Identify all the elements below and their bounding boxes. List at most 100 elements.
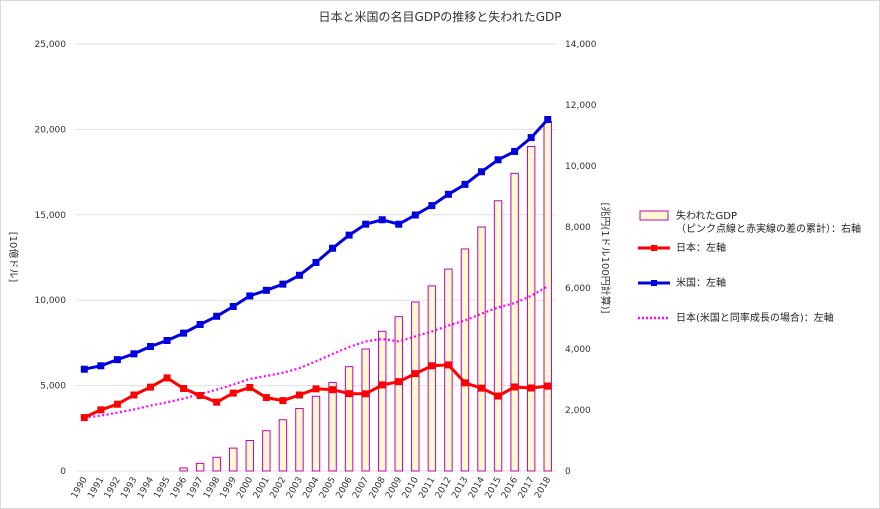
marker-us [229, 303, 237, 311]
legend-label-japan-hypothetical: 日本(米国と同率成長の場合)：左軸 [676, 313, 834, 324]
marker-japan [345, 390, 353, 398]
marker-us [378, 216, 386, 224]
marker-us [411, 211, 419, 219]
marker-japan [461, 379, 469, 387]
marker-us [146, 342, 154, 350]
marker-us [295, 271, 303, 279]
legend-swatch-japan-hypothetical [638, 316, 670, 320]
marker-us [428, 202, 436, 210]
marker-japan [130, 391, 138, 399]
marker-us [494, 156, 502, 164]
bar-lost-gdp [195, 462, 205, 472]
y-right-ticks: 0 2,000 4,000 6,000 8,000 10,000 12,000 14,000 [565, 40, 597, 477]
bar-lost-gdp [411, 301, 420, 472]
series-lines [80, 115, 552, 422]
y-left-tick-label: 0 [60, 467, 66, 477]
legend-swatch-bar [639, 210, 669, 221]
marker-japan [511, 383, 519, 391]
bar-lost-gdp [427, 285, 437, 472]
y-right-tick-label: 10,000 [565, 162, 597, 172]
marker-japan [444, 361, 452, 369]
marker-japan [246, 383, 254, 391]
y-left-tick-label: 10,000 [35, 296, 67, 306]
x-ticks: 1990199119921993199419951996199719981999… [70, 475, 554, 500]
marker-us [163, 337, 171, 345]
marker-japan [362, 390, 370, 398]
bar-lost-gdp [328, 382, 337, 472]
bar-lost-gdp [212, 456, 221, 472]
marker-japan [229, 389, 237, 397]
marker-us [279, 280, 287, 288]
marker-japan [312, 385, 320, 393]
marker-us [362, 220, 370, 228]
marker-us [113, 356, 121, 364]
marker-japan [97, 406, 105, 414]
marker-us [180, 329, 188, 337]
marker-japan [544, 382, 552, 390]
bar-lost-gdp [361, 348, 370, 472]
marker-japan [180, 385, 188, 393]
y-right-tick-label: 8,000 [565, 223, 591, 233]
y-left-title: [10億ドル] [7, 232, 20, 283]
bar-lost-gdp [394, 316, 403, 472]
legend: 失われたGDP （ピンク点線と赤実線の差の累計）：右軸 日本：左軸 米国：左軸 … [636, 210, 876, 331]
marker-us [262, 286, 270, 294]
y-right-title: [兆円(1ドル100円計算)] [599, 202, 612, 313]
marker-us [312, 258, 320, 266]
marker-japan [113, 400, 121, 408]
legend-label-us: 米国：左軸 [676, 278, 726, 289]
marker-japan [329, 386, 337, 394]
y-right-tick-label: 4,000 [565, 345, 591, 355]
marker-japan [295, 391, 303, 399]
y-left-tick-label: 25,000 [35, 40, 67, 50]
bar-lost-gdp [377, 330, 387, 472]
bar-lost-gdp [311, 395, 321, 472]
legend-item-japan-hypothetical: 日本(米国と同率成長の場合)：左軸 [636, 312, 876, 325]
bar-lost-gdp [245, 440, 255, 472]
marker-us [213, 312, 221, 320]
marker-us [478, 168, 486, 176]
marker-us [395, 220, 403, 228]
bar-lost-gdp [477, 226, 486, 472]
legend-item-lost-gdp: 失われたGDP （ピンク点線と赤実線の差の累計）：右軸 [636, 210, 876, 236]
marker-us [246, 292, 254, 300]
marker-japan [494, 392, 502, 400]
marker-japan [262, 394, 270, 402]
x-tick-label: 2018 [533, 475, 553, 500]
series-line-japan-hypothetical [84, 285, 549, 419]
marker-us [511, 147, 519, 155]
marker-japan [411, 370, 419, 378]
bar-lost-gdp [493, 200, 503, 472]
marker-us [345, 231, 353, 239]
marker-japan [395, 378, 403, 386]
marker-us [97, 362, 105, 370]
y-left-tick-label: 15,000 [35, 211, 67, 221]
marker-japan [213, 398, 221, 406]
marker-japan [527, 384, 535, 392]
legend-label-lost-gdp-note: （ピンク点線と赤実線の差の累計）：右軸 [676, 224, 861, 235]
marker-us [196, 320, 204, 328]
marker-japan [163, 374, 171, 382]
marker-us [544, 115, 552, 123]
bar-lost-gdp [262, 430, 271, 472]
bar-lost-gdp [510, 172, 519, 472]
y-left-tick-label: 5,000 [40, 382, 66, 392]
y-right-tick-label: 14,000 [565, 40, 597, 50]
legend-item-us: 米国：左軸 [636, 277, 876, 290]
y-right-tick-label: 2,000 [565, 406, 591, 416]
bar-lost-gdp [543, 120, 552, 472]
bars-lost-gdp [179, 120, 552, 472]
chart-title: 日本と米国の名目GDPの推移と失われたGDP [318, 10, 562, 24]
bar-lost-gdp [344, 366, 354, 472]
y-right-tick-label: 0 [565, 467, 571, 477]
legend-item-japan: 日本：左軸 [636, 242, 876, 255]
bar-lost-gdp [460, 248, 470, 472]
marker-japan [146, 383, 154, 391]
marker-us [80, 365, 88, 373]
legend-label-japan: 日本：左軸 [676, 243, 726, 254]
marker-japan [378, 381, 386, 389]
legend-swatch-us [638, 280, 670, 286]
marker-us [527, 134, 535, 142]
marker-us [461, 180, 469, 188]
